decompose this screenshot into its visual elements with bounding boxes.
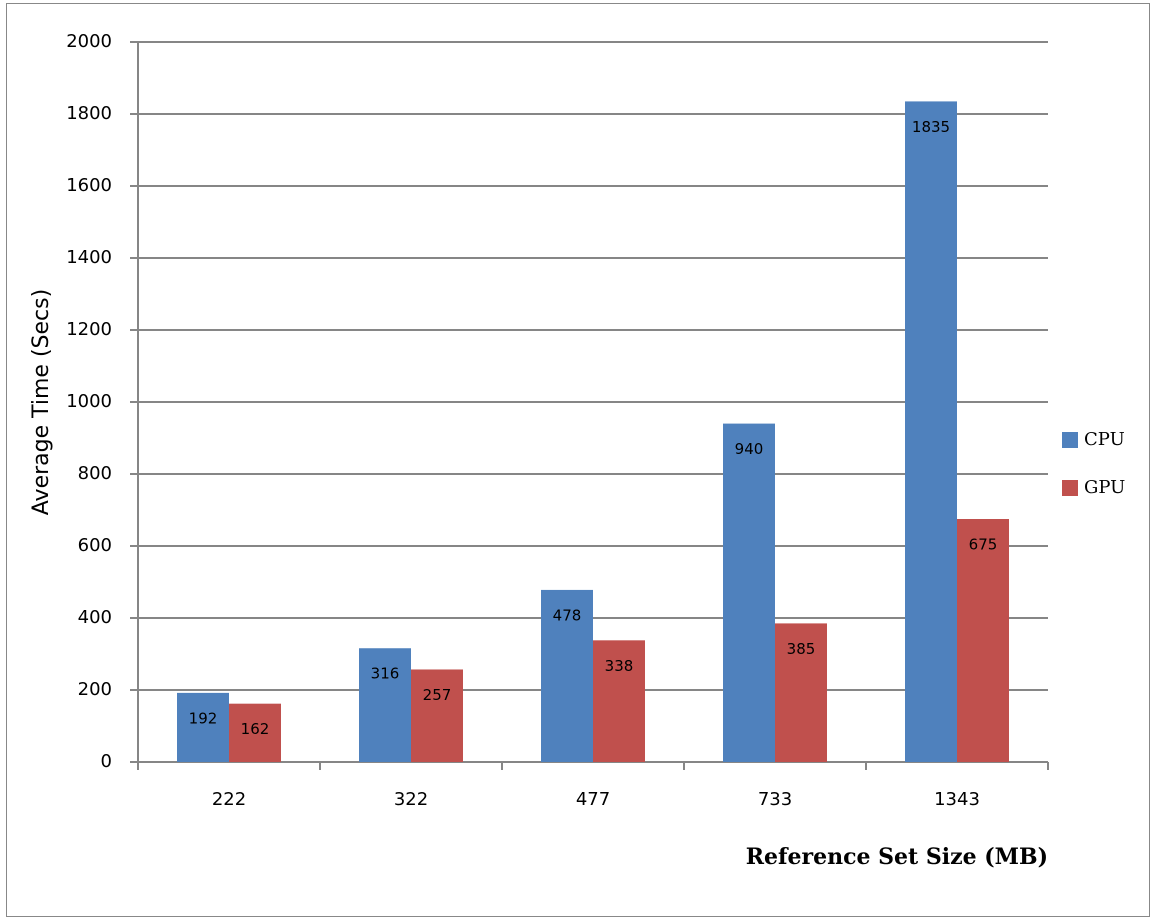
- y-tick-label: 400: [78, 607, 112, 628]
- legend-label: GPU: [1084, 477, 1125, 498]
- bar: [775, 623, 827, 762]
- data-label: 478: [553, 606, 582, 624]
- bar: [905, 101, 957, 762]
- y-tick-label: 200: [78, 679, 112, 700]
- x-tick-label: 1343: [934, 789, 980, 810]
- data-label: 257: [423, 686, 452, 704]
- y-tick-label: 800: [78, 463, 112, 484]
- bar: [723, 423, 775, 762]
- y-tick-label: 600: [78, 535, 112, 556]
- data-label: 192: [189, 709, 218, 727]
- y-tick-label: 1800: [66, 103, 112, 124]
- chart-frame: [6, 3, 1150, 917]
- data-label: 940: [735, 440, 764, 458]
- y-tick-label: 1200: [66, 319, 112, 340]
- data-label: 338: [605, 657, 634, 675]
- legend-swatch: [1062, 480, 1078, 496]
- x-tick-label: 477: [576, 789, 610, 810]
- legend-label: CPU: [1084, 429, 1125, 450]
- bar: [359, 648, 411, 762]
- data-label: 675: [969, 536, 998, 554]
- bar: [593, 640, 645, 762]
- bar: [177, 692, 229, 762]
- bar: [541, 589, 593, 762]
- y-tick-label: 1400: [66, 247, 112, 268]
- data-label: 162: [241, 720, 270, 738]
- y-tick-label: 1000: [66, 391, 112, 412]
- bar: [957, 519, 1009, 762]
- bar: [411, 669, 463, 762]
- legend-swatch: [1062, 432, 1078, 448]
- data-label: 1835: [912, 118, 950, 136]
- x-axis-title: Reference Set Size (MB): [746, 844, 1048, 870]
- y-tick-label: 0: [101, 751, 112, 772]
- y-tick-label: 2000: [66, 31, 112, 52]
- data-label: 316: [371, 665, 400, 683]
- y-tick-label: 1600: [66, 175, 112, 196]
- y-axis-title: Average Time (Secs): [29, 289, 54, 515]
- data-label: 385: [787, 640, 816, 658]
- x-tick-label: 733: [758, 789, 792, 810]
- x-tick-label: 322: [394, 789, 428, 810]
- x-tick-label: 222: [212, 789, 246, 810]
- bar: [229, 703, 281, 762]
